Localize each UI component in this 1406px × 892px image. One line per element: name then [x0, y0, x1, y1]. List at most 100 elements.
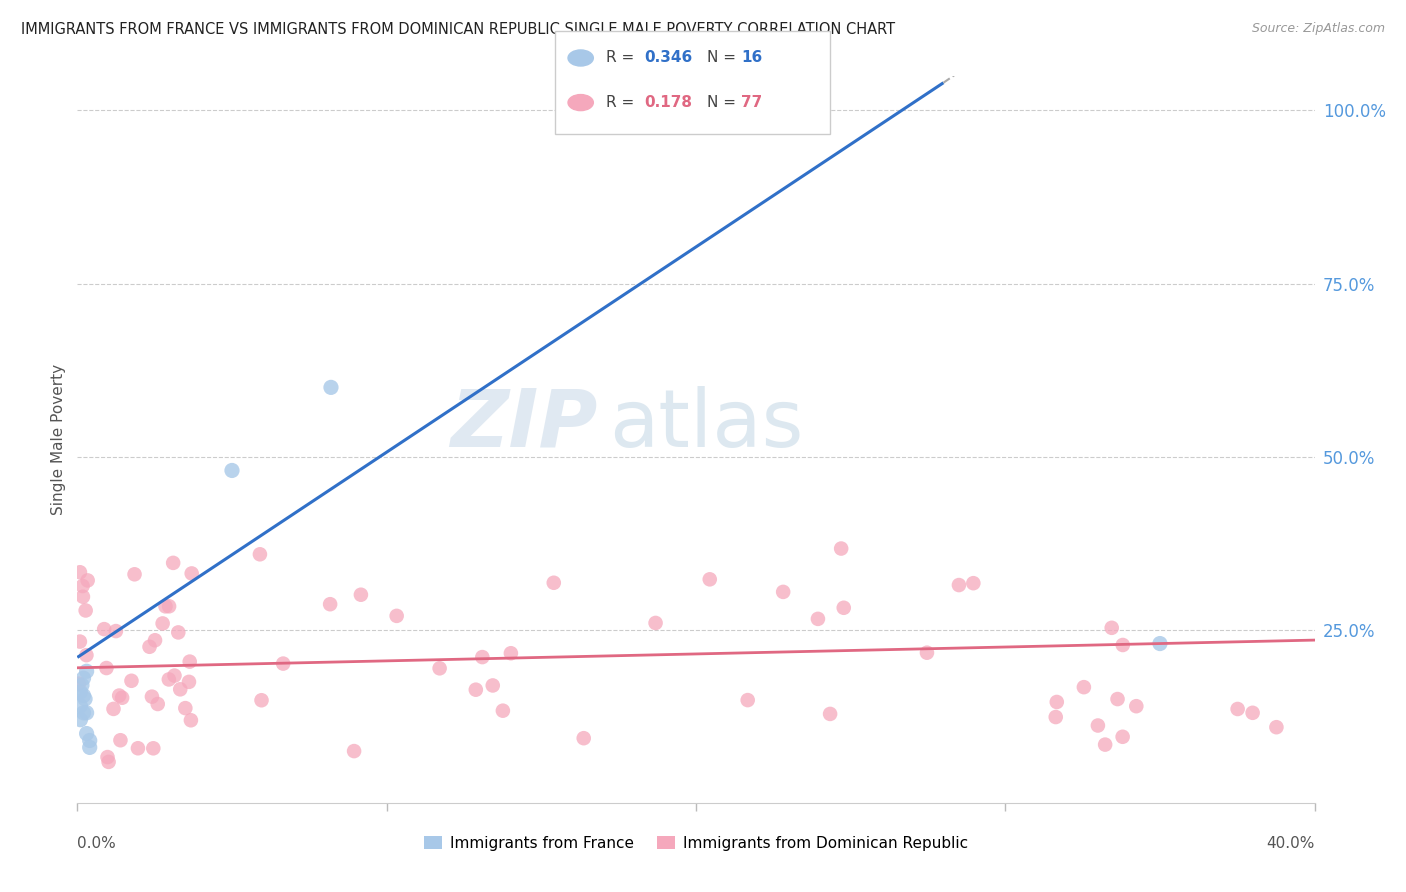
- Point: [832, 600, 855, 615]
- Point: [499, 646, 522, 660]
- Point: [177, 674, 200, 689]
- Point: [79, 740, 101, 755]
- Point: [772, 585, 794, 599]
- Point: [319, 597, 342, 611]
- Point: [69, 713, 91, 727]
- Point: [471, 650, 494, 665]
- Point: [1265, 720, 1288, 734]
- Point: [1125, 699, 1147, 714]
- Y-axis label: Single Male Poverty: Single Male Poverty: [51, 364, 66, 515]
- Point: [179, 655, 201, 669]
- Point: [69, 685, 91, 699]
- Point: [343, 744, 366, 758]
- Point: [962, 576, 984, 591]
- Point: [1107, 692, 1129, 706]
- Point: [271, 657, 294, 671]
- Point: [169, 682, 191, 697]
- Point: [807, 612, 830, 626]
- Point: [319, 380, 342, 394]
- Point: [108, 689, 131, 703]
- Point: [157, 673, 180, 687]
- Point: [1073, 680, 1095, 694]
- Point: [75, 648, 97, 662]
- Point: [124, 567, 146, 582]
- Text: IMMIGRANTS FROM FRANCE VS IMMIGRANTS FROM DOMINICAN REPUBLIC SINGLE MALE POVERTY: IMMIGRANTS FROM FRANCE VS IMMIGRANTS FRO…: [21, 22, 896, 37]
- Point: [111, 690, 134, 705]
- Point: [152, 616, 174, 631]
- Point: [350, 588, 373, 602]
- Text: Source: ZipAtlas.com: Source: ZipAtlas.com: [1251, 22, 1385, 36]
- Point: [97, 755, 120, 769]
- Point: [96, 661, 118, 675]
- Point: [157, 599, 180, 614]
- Point: [1112, 638, 1135, 652]
- Point: [127, 741, 149, 756]
- Point: [155, 599, 177, 614]
- Point: [75, 692, 96, 706]
- Point: [180, 566, 202, 581]
- Point: [163, 668, 186, 682]
- Point: [915, 646, 938, 660]
- Point: [76, 665, 98, 679]
- Point: [76, 706, 98, 720]
- Point: [76, 726, 98, 740]
- Point: [830, 541, 852, 556]
- Point: [103, 702, 125, 716]
- Point: [93, 622, 115, 636]
- Text: 16: 16: [741, 51, 762, 65]
- Point: [492, 704, 515, 718]
- Point: [110, 733, 132, 747]
- Point: [1046, 695, 1069, 709]
- Point: [141, 690, 163, 704]
- Point: [104, 624, 127, 638]
- Point: [948, 578, 970, 592]
- Point: [818, 706, 841, 721]
- Text: N =: N =: [707, 95, 741, 110]
- Point: [72, 579, 94, 593]
- Point: [69, 698, 91, 713]
- Point: [72, 590, 94, 604]
- Point: [174, 701, 197, 715]
- Text: ZIP: ZIP: [450, 385, 598, 464]
- Point: [250, 693, 273, 707]
- Point: [72, 671, 94, 685]
- Point: [1241, 706, 1264, 720]
- Point: [1149, 636, 1171, 650]
- Text: 0.178: 0.178: [644, 95, 692, 110]
- Point: [72, 689, 94, 703]
- Point: [1226, 702, 1249, 716]
- Point: [1087, 718, 1109, 732]
- Point: [70, 678, 93, 692]
- Point: [699, 572, 721, 586]
- Point: [96, 750, 118, 764]
- Point: [180, 713, 202, 727]
- Text: N =: N =: [707, 51, 741, 65]
- Point: [162, 556, 184, 570]
- Point: [1111, 730, 1133, 744]
- Point: [572, 731, 595, 746]
- Point: [1101, 621, 1123, 635]
- Text: 40.0%: 40.0%: [1267, 836, 1315, 850]
- Text: 0.346: 0.346: [644, 51, 692, 65]
- Point: [1045, 710, 1067, 724]
- Point: [543, 575, 565, 590]
- Point: [79, 733, 101, 747]
- Point: [76, 574, 98, 588]
- Point: [142, 741, 165, 756]
- Point: [69, 634, 91, 648]
- Point: [644, 615, 666, 630]
- Point: [72, 706, 94, 720]
- Point: [1094, 738, 1116, 752]
- Text: atlas: atlas: [609, 385, 804, 464]
- Text: R =: R =: [606, 51, 640, 65]
- Point: [221, 463, 243, 477]
- Point: [121, 673, 143, 688]
- Text: R =: R =: [606, 95, 640, 110]
- Text: 77: 77: [741, 95, 762, 110]
- Point: [385, 608, 408, 623]
- Point: [67, 676, 90, 690]
- Point: [75, 603, 97, 617]
- Point: [167, 625, 190, 640]
- Point: [69, 566, 91, 580]
- Text: 0.0%: 0.0%: [77, 836, 117, 850]
